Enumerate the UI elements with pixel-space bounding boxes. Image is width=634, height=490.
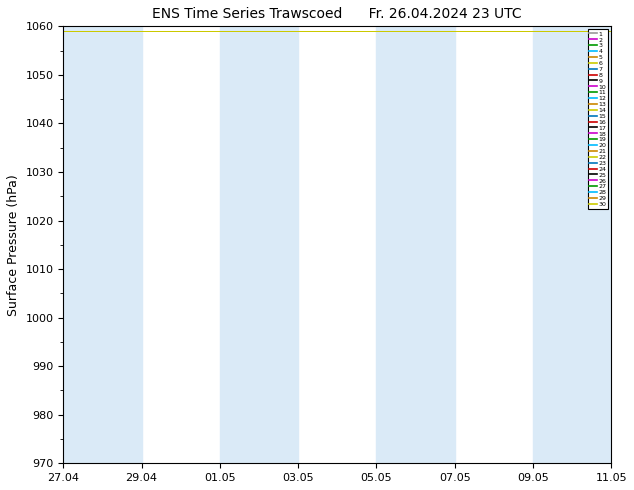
Title: ENS Time Series Trawscoed      Fr. 26.04.2024 23 UTC: ENS Time Series Trawscoed Fr. 26.04.2024… bbox=[153, 7, 522, 21]
Y-axis label: Surface Pressure (hPa): Surface Pressure (hPa) bbox=[7, 174, 20, 316]
Bar bbox=[63, 26, 141, 464]
Bar bbox=[533, 26, 611, 464]
Bar bbox=[220, 26, 298, 464]
Bar bbox=[377, 26, 455, 464]
Legend: 1, 2, 3, 4, 5, 6, 7, 8, 9, 10, 11, 12, 13, 14, 15, 16, 17, 18, 19, 20, 21, 22, 2: 1, 2, 3, 4, 5, 6, 7, 8, 9, 10, 11, 12, 1… bbox=[588, 29, 608, 209]
